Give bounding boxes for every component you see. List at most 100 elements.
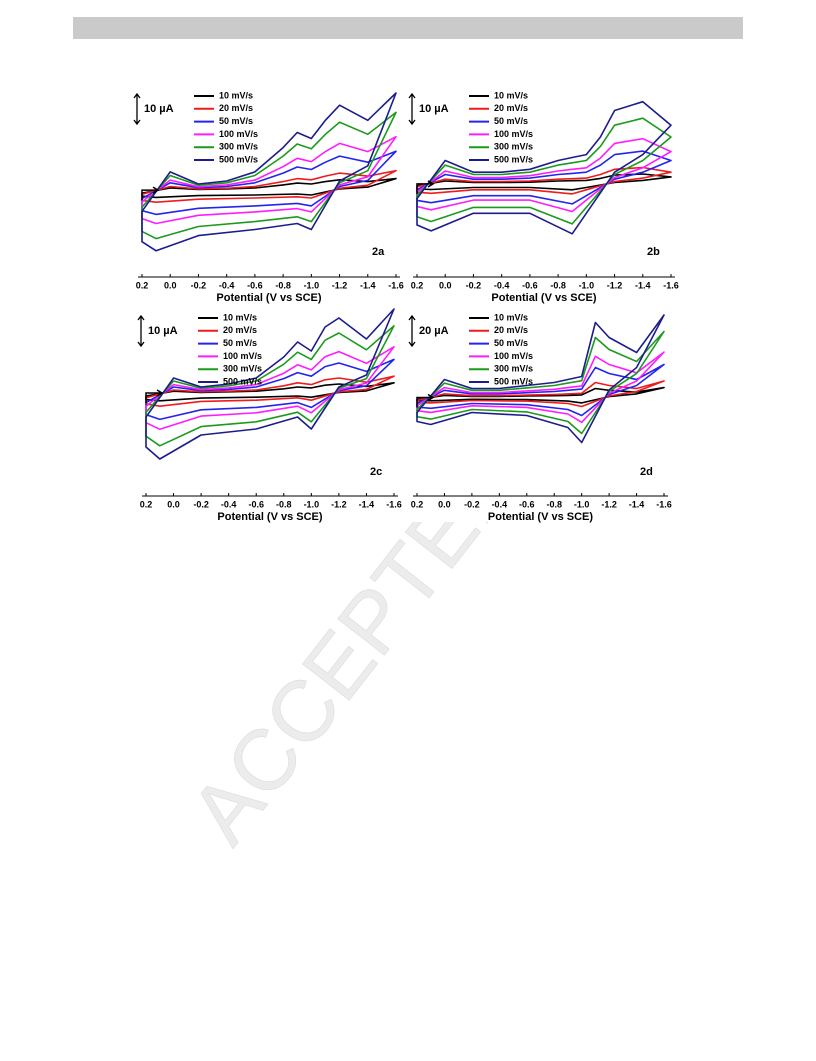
cv-curve: [416, 117, 672, 225]
x-tick-label: -1.2: [332, 280, 348, 290]
header-bar: [73, 17, 743, 39]
cv-curve: [141, 92, 397, 252]
cv-curve: [145, 308, 395, 460]
legend-label: 300 mV/s: [494, 364, 533, 374]
cv-curve: [141, 177, 397, 199]
cv-curve: [145, 358, 395, 421]
x-tick-label: -1.2: [607, 280, 623, 290]
x-tick-label: 0.0: [164, 280, 177, 290]
x-tick-label: 0.2: [140, 499, 153, 509]
legend-label: 300 mV/s: [223, 364, 262, 374]
x-tick-label: 0.2: [411, 499, 424, 509]
cv-curve: [416, 363, 665, 417]
x-tick-label: -0.4: [219, 280, 235, 290]
legend-label: 10 mV/s: [223, 312, 257, 322]
legend-label: 500 mV/s: [494, 376, 533, 386]
legend-label: 10 mV/s: [494, 90, 528, 100]
scale-bar: [408, 92, 416, 126]
panel-label: 2b: [647, 246, 660, 258]
x-tick-label: -1.4: [629, 499, 645, 509]
x-tick-label: -1.6: [663, 280, 679, 290]
x-tick-label: -0.4: [492, 499, 508, 509]
scale-bar: [408, 314, 416, 348]
cv-curve: [416, 314, 665, 444]
legend-label: 10 mV/s: [494, 312, 528, 322]
cv-curve: [141, 150, 397, 216]
scale-bar-label: 10 µA: [144, 103, 174, 115]
scale-bar-label: 20 µA: [419, 325, 449, 337]
panel-label: 2a: [372, 246, 385, 258]
legend-label: 20 mV/s: [223, 325, 257, 335]
zero-arrow: [145, 389, 164, 403]
x-tick-label: -1.6: [386, 499, 402, 509]
legend-label: 300 mV/s: [219, 142, 258, 152]
legend-label: 100 mV/s: [494, 129, 533, 139]
legend-label: 500 mV/s: [223, 376, 262, 386]
x-tick-label: -1.2: [601, 499, 617, 509]
zero-arrow: [416, 180, 435, 194]
zero-arrow: [141, 186, 160, 201]
legend-label: 100 mV/s: [219, 129, 258, 139]
x-tick-label: -1.4: [359, 499, 375, 509]
x-tick-label: -0.8: [276, 499, 292, 509]
panel-label: 2c: [370, 466, 382, 478]
x-tick-label: -0.8: [546, 499, 562, 509]
x-tick-label: -0.4: [221, 499, 237, 509]
x-tick-label: -0.6: [247, 280, 263, 290]
cv-curve: [416, 150, 672, 205]
x-tick-label: -1.0: [579, 280, 595, 290]
legend-label: 20 mV/s: [219, 103, 253, 113]
cv-curve: [416, 137, 672, 213]
x-tick-label: -1.2: [331, 499, 347, 509]
legend-label: 10 mV/s: [219, 90, 253, 100]
legend-label: 50 mV/s: [219, 116, 253, 126]
x-tick-label: -0.2: [193, 499, 209, 509]
legend-label: 100 mV/s: [494, 351, 533, 361]
x-tick-label: 0.2: [136, 280, 149, 290]
cv-curve: [416, 173, 672, 191]
scale-bar: [137, 314, 145, 348]
legend-label: 20 mV/s: [494, 103, 528, 113]
x-axis-title: Potential (V vs SCE): [488, 511, 593, 523]
x-tick-label: -0.8: [275, 280, 291, 290]
x-tick-label: -0.6: [519, 499, 535, 509]
legend-label: 50 mV/s: [494, 116, 528, 126]
legend-label: 500 mV/s: [494, 154, 533, 164]
x-tick-label: -1.6: [656, 499, 672, 509]
x-tick-label: -0.2: [466, 280, 482, 290]
x-axis-title: Potential (V vs SCE): [216, 292, 321, 304]
scale-bar: [133, 92, 141, 126]
cv-curve: [416, 380, 665, 408]
x-tick-label: -1.4: [635, 280, 651, 290]
x-tick-label: -0.6: [522, 280, 538, 290]
x-tick-label: 0.2: [411, 280, 424, 290]
x-axis-title: Potential (V vs SCE): [491, 292, 596, 304]
x-tick-label: -1.0: [304, 280, 320, 290]
x-tick-label: -1.4: [360, 280, 376, 290]
x-tick-label: -1.0: [304, 499, 320, 509]
x-tick-label: -0.2: [464, 499, 480, 509]
legend-label: 500 mV/s: [219, 154, 258, 164]
scale-bar-label: 10 µA: [148, 325, 178, 337]
panel-label: 2d: [640, 466, 653, 478]
cv-curve: [145, 325, 395, 447]
legend-label: 20 mV/s: [494, 325, 528, 335]
x-tick-label: -0.8: [550, 280, 566, 290]
x-tick-label: -0.2: [191, 280, 207, 290]
x-tick-label: -1.6: [388, 280, 404, 290]
zero-arrow: [416, 393, 435, 408]
cv-curve: [141, 111, 397, 240]
cv-curve: [145, 346, 395, 431]
x-axis-title: Potential (V vs SCE): [217, 511, 322, 523]
legend-label: 50 mV/s: [494, 338, 528, 348]
x-tick-label: 0.0: [438, 499, 451, 509]
x-tick-label: -0.6: [248, 499, 264, 509]
x-tick-label: -0.4: [494, 280, 510, 290]
cv-curve: [416, 100, 672, 235]
legend-label: 100 mV/s: [223, 351, 262, 361]
cv-curve: [416, 330, 665, 435]
legend-label: 50 mV/s: [223, 338, 257, 348]
cv-curve: [141, 135, 397, 225]
